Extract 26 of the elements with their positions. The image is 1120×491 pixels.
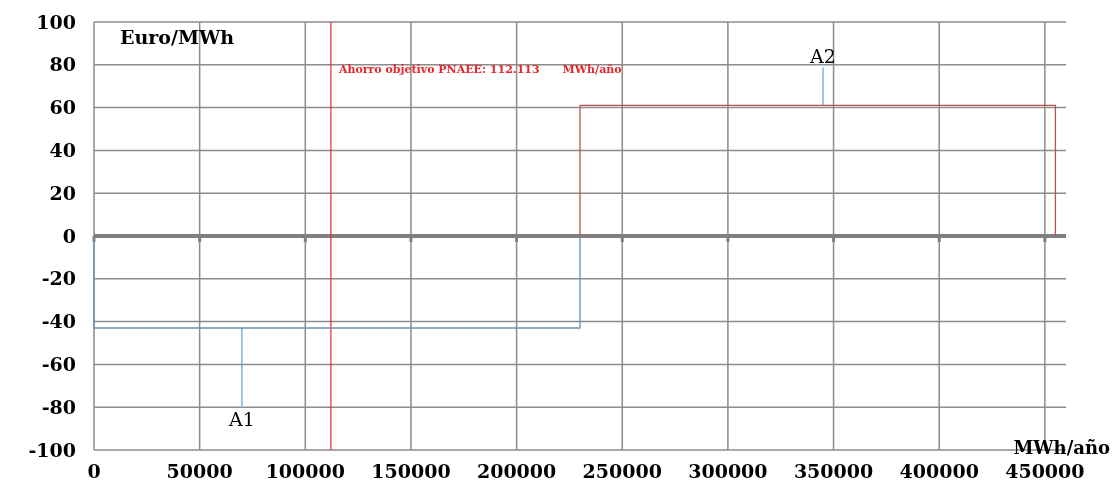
y-tick-label: -100: [28, 438, 76, 461]
y-tick-label: -40: [41, 310, 76, 333]
y-tick-label: 60: [49, 96, 76, 119]
x-tick-label: 250000: [582, 460, 662, 482]
x-tick-label: 350000: [793, 460, 874, 482]
annotation: A1: [228, 408, 255, 431]
x-axis-title: MWh/año: [1013, 437, 1110, 458]
y-tick-label: 0: [62, 224, 76, 247]
x-tick-label: 200000: [476, 460, 557, 482]
annotation: A2: [809, 45, 836, 68]
x-tick-label: 400000: [899, 460, 979, 482]
y-tick-label: 40: [49, 139, 76, 162]
ref-line-label: Ahorro objetivo PNAEE: 112.113 MWh/año: [337, 62, 622, 76]
x-tick-label: 150000: [371, 460, 451, 482]
y-tick-label: 80: [49, 53, 76, 76]
x-tick-label: 450000: [1005, 460, 1085, 482]
x-tick-label: 50000: [166, 460, 233, 482]
y-axis-title: Euro/MWh: [120, 26, 235, 48]
x-tick-label: 300000: [688, 460, 768, 482]
y-tick-label: 20: [49, 181, 76, 204]
x-tick-label: 100000: [265, 460, 345, 482]
y-tick-label: -60: [41, 353, 76, 376]
y-tick-label: 100: [36, 10, 76, 33]
x-tick-label: 0: [87, 460, 101, 482]
y-tick-label: -80: [41, 395, 76, 418]
y-tick-label: -20: [41, 267, 76, 290]
